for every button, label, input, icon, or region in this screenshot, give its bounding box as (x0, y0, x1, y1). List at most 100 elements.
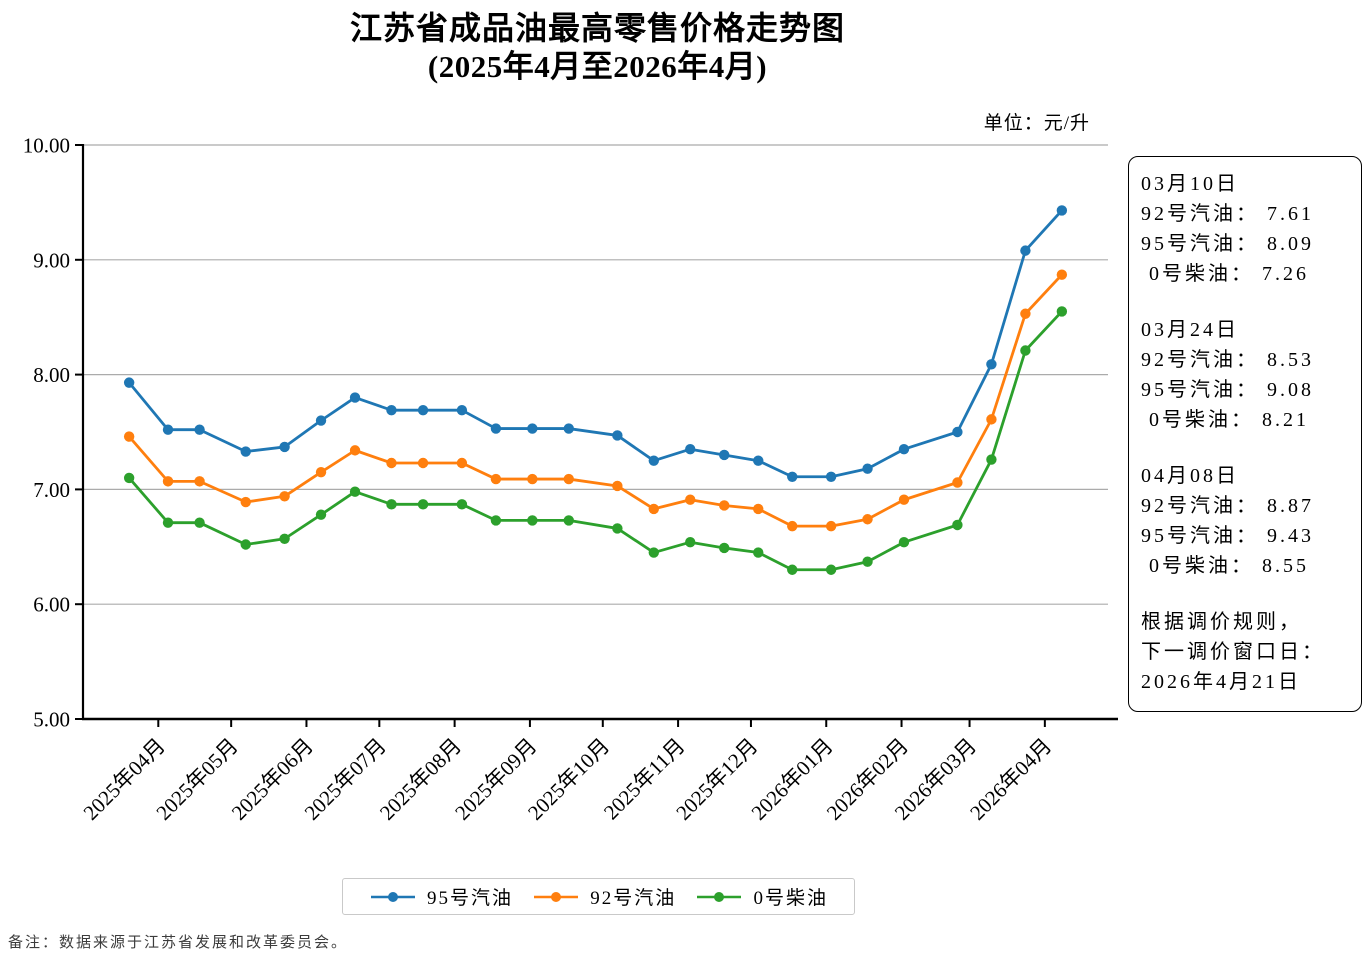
data-point (986, 454, 997, 465)
annotation-price-line: 92号汽油： 8.87 (1141, 495, 1314, 517)
legend-marker-icon (371, 891, 415, 902)
chart-header: 江苏省成品油最高零售价格走势图 (2025年4月至2026年4月) (0, 8, 1195, 86)
annotation-note-line: 根据调价规则， (1141, 611, 1302, 633)
data-point (194, 517, 205, 528)
data-point (952, 477, 963, 488)
data-point (825, 471, 837, 482)
data-point (685, 537, 696, 548)
data-point (386, 499, 397, 510)
data-point (240, 539, 251, 550)
svg-text:8.00: 8.00 (33, 363, 70, 387)
data-point (194, 476, 205, 487)
data-point (719, 500, 730, 511)
data-point (279, 491, 290, 502)
data-point (315, 509, 327, 520)
data-point (417, 457, 429, 469)
series-92号汽油 (123, 269, 1068, 532)
chart-subtitle: (2025年4月至2026年4月) (427, 49, 768, 84)
data-point (952, 426, 963, 438)
chart-title: 江苏省成品油最高零售价格走势图 (349, 10, 845, 46)
data-point (753, 503, 764, 515)
annotation-section: 03月24日 92号汽油： 8.53 95号汽油： 9.08 0号柴油： 8.21 (1141, 315, 1361, 435)
legend-item-92号汽油: 92号汽油 (532, 883, 676, 910)
data-point (417, 499, 429, 510)
annotation-note-line: 2026年4月21日 (1141, 671, 1301, 693)
data-point (1020, 345, 1031, 356)
legend-label: 92号汽油 (590, 888, 677, 909)
data-point (1056, 205, 1068, 216)
data-point (825, 564, 837, 575)
annotation-price-line: 95号汽油： 9.43 (1141, 525, 1314, 547)
data-point (862, 556, 873, 567)
svg-text:2026年04月: 2026年04月 (965, 734, 1056, 825)
legend-label: 95号汽油 (427, 888, 514, 909)
footnote: 备注：数据来源于江苏省发展和改革委员会。 (8, 935, 349, 951)
data-point (279, 441, 290, 453)
svg-text:5.00: 5.00 (33, 708, 70, 732)
data-point (952, 519, 963, 531)
annotation-price-line: 92号汽油： 8.53 (1141, 349, 1314, 371)
data-point (240, 446, 251, 457)
svg-text:9.00: 9.00 (33, 248, 70, 272)
annotation-section: 03月10日 92号汽油： 7.61 95号汽油： 8.09 0号柴油： 7.26 (1141, 169, 1361, 289)
annotation-note-line: 下一调价窗口日： (1141, 641, 1325, 663)
data-point (563, 423, 574, 434)
annotation-date: 04月08日 (1141, 465, 1239, 487)
data-point (490, 473, 502, 485)
data-point (349, 486, 361, 497)
data-point (898, 494, 910, 505)
data-point (1020, 308, 1031, 319)
data-point (162, 476, 174, 487)
data-point (825, 520, 837, 532)
data-point (456, 499, 468, 510)
data-point (386, 404, 397, 416)
data-point (490, 423, 502, 434)
data-point (685, 444, 696, 455)
data-point (648, 455, 659, 466)
data-point (986, 359, 997, 370)
data-point (787, 471, 798, 482)
data-point (719, 542, 730, 554)
legend-marker-icon (534, 891, 579, 902)
data-point (315, 466, 327, 478)
data-point (240, 496, 251, 508)
data-point (719, 449, 730, 461)
data-point (162, 517, 174, 528)
svg-text:6.00: 6.00 (33, 593, 70, 617)
data-point (787, 520, 798, 532)
data-point (787, 564, 798, 575)
x-axis-labels: 2025年04月2025年05月2025年06月2025年07月2025年08月… (79, 719, 1056, 825)
data-point (1056, 306, 1068, 317)
data-point (563, 473, 574, 485)
data-point (563, 515, 574, 526)
data-point (386, 457, 397, 469)
data-point (898, 537, 910, 548)
data-point (123, 377, 135, 388)
data-point (279, 533, 290, 544)
annotation-box: 03月10日 92号汽油： 7.61 95号汽油： 8.09 0号柴油： 7.26 0… (1128, 156, 1362, 712)
data-point (123, 472, 135, 484)
data-point (862, 514, 873, 525)
svg-text:10.00: 10.00 (23, 134, 70, 158)
data-point (527, 515, 538, 526)
data-point (194, 424, 205, 435)
data-point (612, 480, 623, 492)
data-point (456, 404, 468, 416)
data-point (986, 414, 997, 425)
data-point (527, 423, 538, 434)
data-point (349, 445, 361, 456)
annotation-date: 03月10日 (1141, 173, 1239, 195)
annotation-price-line: 95号汽油： 9.08 (1141, 379, 1314, 401)
annotation-note: 根据调价规则， 下一调价窗口日： 2026年4月21日 (1141, 607, 1361, 697)
data-point (862, 463, 873, 474)
data-point (456, 457, 468, 469)
series-95号汽油 (123, 205, 1068, 482)
series-0号柴油 (123, 306, 1068, 575)
data-point (123, 431, 135, 442)
axes (81, 144, 1118, 721)
legend-item-0号柴油: 0号柴油 (695, 883, 828, 910)
annotation-price-line: 0号柴油： 8.55 (1141, 555, 1309, 577)
data-point (612, 523, 623, 534)
